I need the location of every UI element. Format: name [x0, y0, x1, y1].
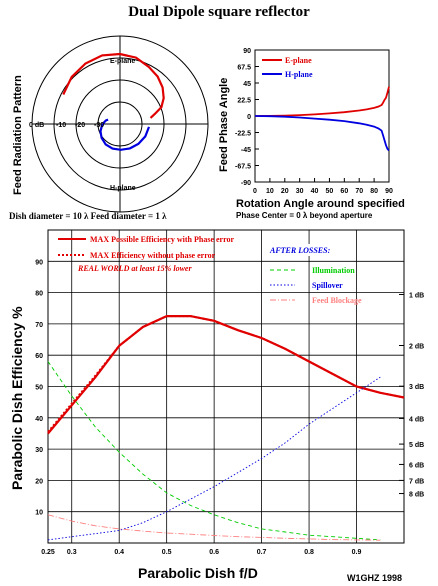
efficiency-yticks: 90 80 70 60 50 40 30 20 10: [35, 259, 43, 516]
efficiency-db-label: 4 dB: [409, 416, 424, 423]
legend-max-nophase-label: MAX Efficiency without phase error: [90, 251, 216, 260]
phase-ytick-label: 0: [247, 114, 251, 121]
phase-xtick-label: 50: [326, 188, 334, 195]
phase-xtick-label: 90: [385, 188, 393, 195]
efficiency-xtick-label: 0.7: [257, 549, 267, 556]
phase-yticks: 90 67.5 45 22.5 0 -22.5 -45 -67.5 -90: [235, 48, 251, 187]
efficiency-ytick-label: 80: [35, 291, 43, 298]
phase-note: Phase Center = 0 λ beyond aperture: [236, 211, 373, 220]
legend-blockage-label: Feed Blockage: [312, 296, 362, 305]
phase-series-e-plane: [254, 86, 390, 117]
efficiency-db-label: 6 dB: [409, 462, 424, 469]
phase-xtick-label: 40: [311, 188, 319, 195]
figure-title: Dual Dipole square reflector: [128, 4, 310, 20]
efficiency-ytick-label: 30: [35, 447, 43, 454]
polar-ring-label-10: -10: [56, 122, 66, 129]
phase-ytick-label: -67.5: [235, 164, 251, 171]
efficiency-ytick-label: 60: [35, 353, 43, 360]
efficiency-xtick-label: 0.25: [41, 549, 55, 556]
phase-legend-e-label: E-plane: [285, 56, 312, 65]
efficiency-db-label: 7 dB: [409, 478, 424, 485]
polar-ring-label-0: 0 dB: [29, 122, 44, 129]
phase-ytick-label: 67.5: [237, 65, 251, 72]
phase-grid: [254, 49, 390, 183]
efficiency-xtick-label: 0.6: [209, 549, 219, 556]
legend-illumination-label: Illumination: [312, 266, 355, 275]
legend-realworld-note: REAL WORLD at least 15% lower: [77, 264, 192, 273]
efficiency-xtick-label: 0.3: [67, 549, 77, 556]
phase-xtick-label: 30: [296, 188, 304, 195]
phase-ytick-label: 90: [243, 48, 251, 55]
efficiency-db-label: 8 dB: [409, 492, 424, 499]
efficiency-xticks: 0.25 0.3 0.4 0.5 0.6 0.7 0.8 0.9: [41, 549, 361, 556]
phase-xtick-label: 10: [266, 188, 274, 195]
efficiency-db-scale: 1 dB 2 dB 3 dB 4 dB 5 dB 6 dB 7 dB 8 dB: [399, 292, 424, 499]
phase-chart: 90 67.5 45 22.5 0 -22.5 -45 -67.5 -90 0 10 20 30 40 5…: [218, 48, 405, 220]
phase-xtick-label: 80: [370, 188, 378, 195]
polar-series-h-plane: [99, 118, 151, 151]
polar-chart: E-plane H-plane 0 dB -10 -20 -30 Feed Ra…: [12, 35, 209, 213]
phase-xlabel: Rotation Angle around specified: [236, 198, 405, 210]
series-spillover: [47, 376, 381, 541]
phase-xtick-label: 0: [253, 188, 257, 195]
efficiency-xtick-label: 0.9: [352, 549, 362, 556]
efficiency-ytick-label: 50: [35, 385, 43, 392]
credit: W1GHZ 1998: [347, 573, 402, 583]
phase-legend-h-label: H-plane: [285, 70, 313, 79]
polar-series-e-plane: [62, 52, 165, 119]
polar-e-plane-label: E-plane: [110, 58, 135, 65]
series-max-efficiency-no-phase: [47, 315, 405, 433]
efficiency-ytick-label: 90: [35, 259, 43, 266]
phase-xticks: 0 10 20 30 40 50 60 70 80 90: [253, 188, 393, 195]
series-max-efficiency-phase: [47, 315, 405, 435]
phase-ylabel: Feed Phase Angle: [218, 78, 230, 172]
efficiency-xtick-label: 0.5: [162, 549, 172, 556]
efficiency-db-label: 2 dB: [409, 343, 424, 350]
after-losses-heading: AFTER LOSSES:: [269, 246, 331, 255]
polar-h-plane-label: H-plane: [110, 185, 136, 192]
series-feed-blockage: [47, 514, 381, 541]
phase-ytick-label: 45: [243, 81, 251, 88]
polar-ring-label-20: -20: [75, 122, 85, 129]
phase-ytick-label: -90: [241, 180, 251, 187]
legend-spillover-label: Spillover: [312, 281, 343, 290]
efficiency-ytick-label: 70: [35, 322, 43, 329]
efficiency-ytick-label: 20: [35, 478, 43, 485]
legend-max-phase-label: MAX Possible Efficiency with Phase error: [90, 235, 234, 244]
phase-xtick-label: 60: [340, 188, 348, 195]
efficiency-xtick-label: 0.8: [304, 549, 314, 556]
efficiency-xtick-label: 0.4: [114, 549, 124, 556]
phase-xtick-label: 70: [355, 188, 363, 195]
phase-ytick-label: -45: [241, 147, 251, 154]
phase-xtick-label: 20: [281, 188, 289, 195]
efficiency-db-label: 1 dB: [409, 292, 424, 299]
polar-ylabel: Feed Radiation Pattern: [12, 75, 24, 195]
efficiency-ytick-label: 40: [35, 416, 43, 423]
efficiency-db-label: 3 dB: [409, 384, 424, 391]
after-losses-box-bg: [268, 244, 352, 256]
efficiency-grid: [48, 230, 404, 543]
polar-ring-label-30: -30: [94, 122, 104, 129]
efficiency-db-label: 5 dB: [409, 442, 424, 449]
phase-ytick-label: -22.5: [235, 131, 251, 138]
phase-ytick-label: 22.5: [237, 98, 251, 105]
efficiency-ylabel: Parabolic Dish Efficiency %: [9, 306, 25, 490]
dish-caption: Dish diameter = 10 λ Feed diameter = 1 λ: [9, 211, 167, 221]
efficiency-ytick-label: 10: [35, 510, 43, 517]
phase-series-h-plane: [254, 115, 390, 152]
series-illumination: [47, 361, 381, 541]
efficiency-xlabel: Parabolic Dish f/D: [138, 565, 258, 581]
